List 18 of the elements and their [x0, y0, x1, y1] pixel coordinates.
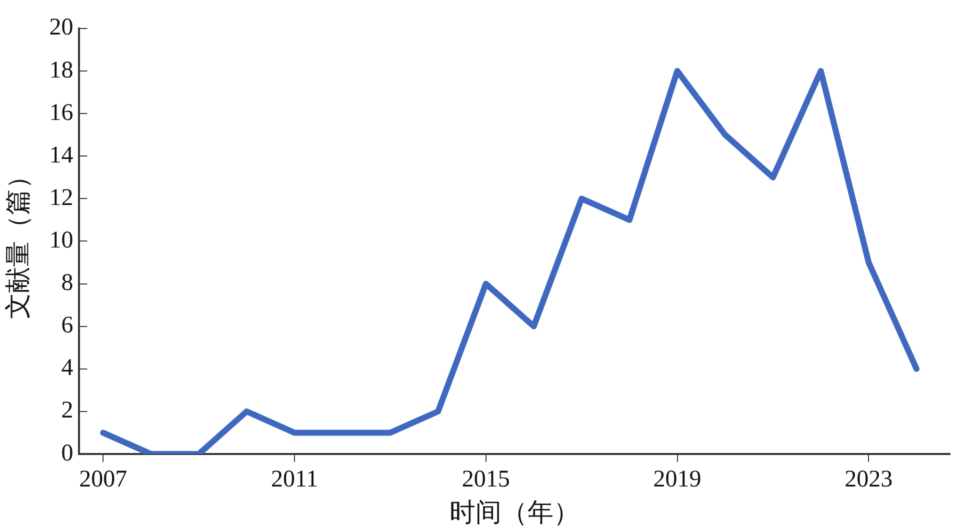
y-tick-label: 2: [61, 398, 74, 424]
x-tick-label: 2007: [79, 466, 128, 493]
y-tick-label: 4: [61, 355, 74, 382]
y-tick-label: 10: [49, 227, 74, 254]
y-tick-label: 16: [49, 100, 74, 126]
y-axis-title: 文献量（篇）: [3, 163, 32, 320]
y-tick-label: 18: [49, 57, 74, 84]
y-tick-label: 12: [49, 184, 74, 211]
y-tick-label: 8: [61, 270, 74, 296]
x-tick-label: 2023: [844, 466, 893, 493]
x-axis-title: 时间（年）: [450, 498, 580, 528]
x-tick-label: 2015: [462, 466, 510, 493]
y-tick-label: 14: [49, 142, 74, 168]
x-tick-label: 2019: [653, 466, 702, 493]
y-tick-label: 0: [61, 440, 74, 466]
y-tick-label: 6: [61, 312, 74, 339]
y-tick-label: 20: [49, 14, 74, 41]
x-tick-label: 2011: [270, 466, 318, 493]
